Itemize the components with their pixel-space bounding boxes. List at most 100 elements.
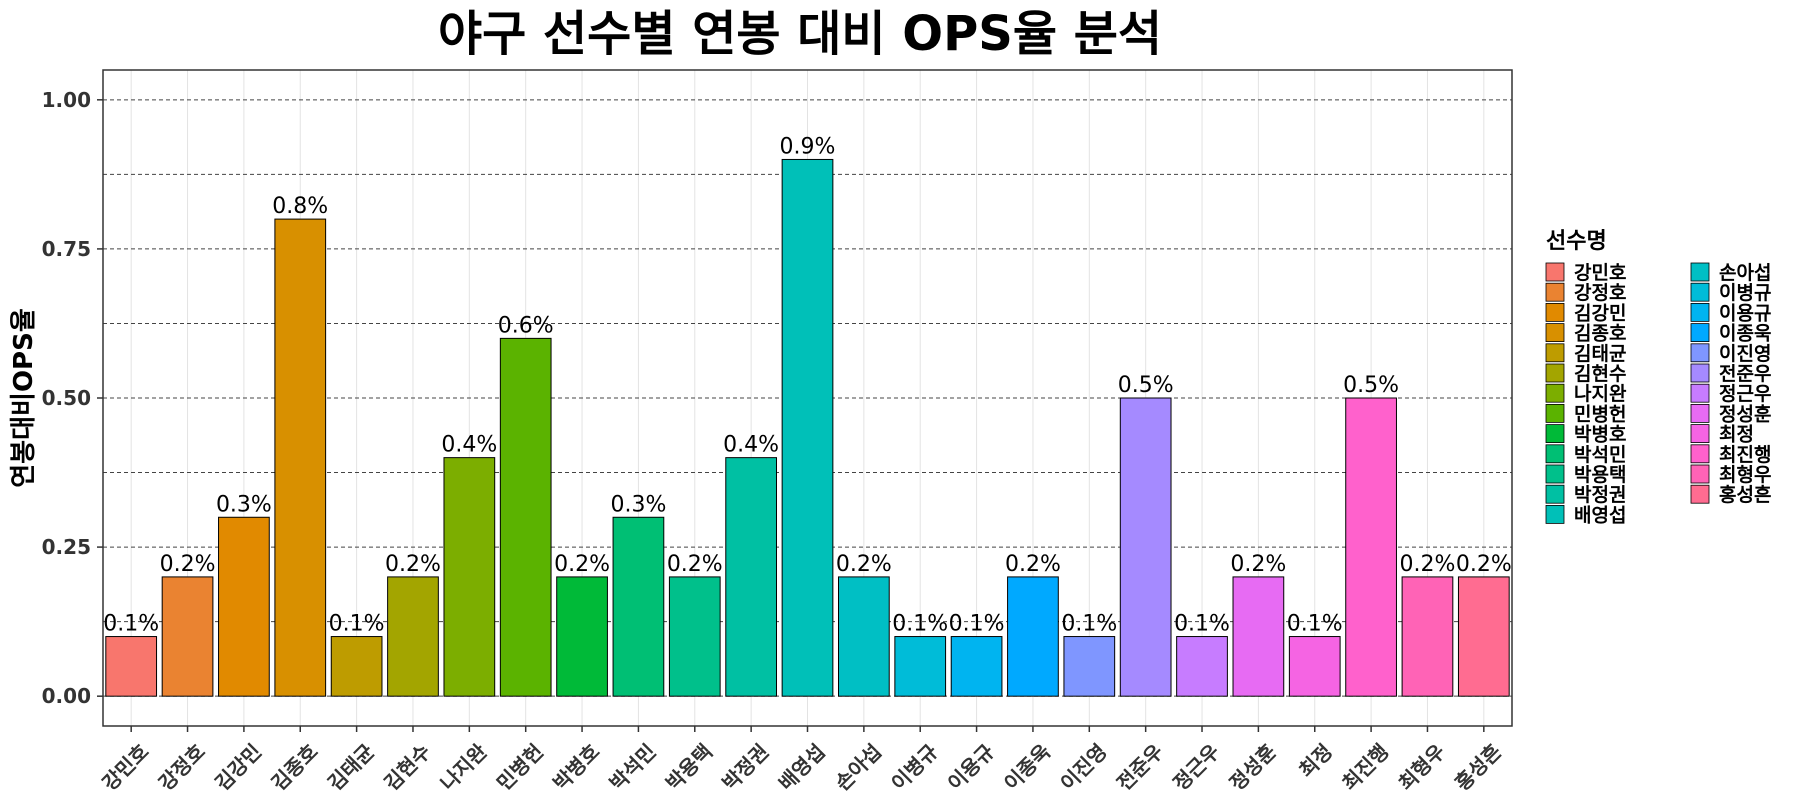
x-tick-label: 김종호 [267, 739, 323, 795]
y-tick-label: 1.00 [42, 88, 91, 112]
legend-label: 홍성흔 [1719, 483, 1771, 506]
legend-label: 이용규 [1719, 302, 1771, 324]
x-tick-label: 박용택 [661, 739, 717, 795]
bar [387, 576, 439, 697]
legend-key [1545, 504, 1565, 524]
data-label: 0.2% [667, 552, 723, 577]
bar [556, 576, 608, 697]
legend-key [1690, 363, 1710, 383]
legend-label: 박정권 [1574, 484, 1626, 506]
x-tick-label: 박정권 [717, 739, 773, 795]
data-label: 0.1% [1287, 612, 1343, 637]
data-label: 0.3% [216, 492, 272, 517]
legend-key [1545, 282, 1565, 302]
y-tick-label: 0.50 [42, 386, 91, 410]
x-tick-label: 김태균 [323, 739, 379, 795]
bar [218, 516, 270, 697]
y-tick-label: 0.00 [42, 684, 91, 708]
legend-label: 김태균 [1574, 343, 1626, 365]
legend-label: 손아섭 [1719, 262, 1771, 284]
x-tick-label: 강정호 [154, 739, 210, 795]
legend-key [1545, 302, 1565, 322]
bar [443, 457, 496, 697]
legend-label: 전준우 [1719, 363, 1771, 385]
data-label: 0.1% [103, 612, 159, 637]
legend-label: 박병호 [1574, 424, 1626, 446]
legend-label: 정성훈 [1719, 402, 1771, 425]
x-tick-label: 이종욱 [999, 739, 1055, 795]
bar [668, 576, 721, 697]
legend-key [1690, 262, 1710, 282]
legend-label: 민병헌 [1574, 403, 1626, 425]
bar [612, 516, 665, 697]
x-tick-label: 이진영 [1056, 739, 1112, 795]
bars [105, 158, 1510, 697]
x-tick-label: 김강민 [210, 739, 266, 795]
legend-label: 이진영 [1719, 343, 1771, 365]
legend-key [1545, 383, 1565, 403]
legend-key [1690, 464, 1710, 484]
bar [894, 636, 947, 697]
bar [330, 636, 383, 697]
chart-title: 야구 선수별 연봉 대비 OPS율 분석 [438, 6, 1162, 62]
bar [161, 576, 214, 697]
legend-key [1545, 323, 1565, 343]
x-tick-label: 정성훈 [1225, 739, 1281, 795]
legend-key [1545, 363, 1565, 383]
legend-label: 김현수 [1574, 363, 1626, 385]
x-tick-label: 강민호 [97, 739, 153, 795]
x-tick-label: 김현수 [379, 739, 435, 795]
bar [1232, 576, 1285, 697]
bar [1007, 576, 1059, 697]
x-tick-label: 나지완 [436, 739, 492, 795]
legend-key [1690, 383, 1710, 403]
bar [1345, 397, 1397, 697]
legend-key [1690, 484, 1710, 504]
data-label: 0.4% [723, 433, 779, 458]
data-label: 0.3% [610, 492, 666, 517]
data-label: 0.1% [1174, 612, 1230, 637]
legend-key [1545, 343, 1565, 363]
x-tick-label: 정근우 [1168, 739, 1224, 795]
legend-key [1690, 403, 1710, 423]
legend-key [1690, 302, 1710, 322]
x-tick-label: 최정 [1294, 739, 1337, 782]
data-label: 0.2% [160, 552, 216, 577]
data-label: 0.4% [441, 433, 497, 458]
data-label: 0.1% [329, 612, 385, 637]
bar [1457, 576, 1510, 697]
x-tick-label: 이병규 [887, 739, 943, 795]
legend-key [1690, 424, 1710, 444]
data-label: 0.2% [1456, 552, 1512, 577]
data-label: 0.2% [836, 552, 892, 577]
x-tick-label: 전준우 [1112, 739, 1168, 795]
bar [950, 636, 1003, 697]
data-label: 0.2% [554, 552, 610, 577]
legend-key [1690, 343, 1710, 363]
data-label: 0.2% [1230, 552, 1286, 577]
x-tick-label: 이용규 [943, 739, 999, 795]
x-axis: 강민호 강정호 김강민 김종호 김태균 김현수 나지완 민병헌 박병호 박석민 박용택 박정권 배영섭 손… [97, 726, 1506, 795]
legend-key [1545, 444, 1565, 464]
legend-label: 최정 [1719, 424, 1754, 446]
x-tick-label: 홍성흔 [1450, 739, 1506, 795]
legend-label: 나지완 [1574, 383, 1627, 405]
x-tick-label: 최형우 [1394, 739, 1450, 795]
legend-label: 강민호 [1574, 262, 1626, 284]
legend-key [1690, 444, 1710, 464]
legend-key [1545, 403, 1565, 423]
data-label: 0.1% [1061, 612, 1117, 637]
legend-label: 이병규 [1719, 282, 1771, 304]
bar [499, 337, 552, 697]
legend-label: 강정호 [1574, 282, 1626, 304]
legend-label: 최형우 [1719, 464, 1771, 486]
legend-key [1545, 262, 1565, 282]
bar [1288, 636, 1341, 697]
legend-key [1690, 282, 1710, 302]
legend-label: 최진행 [1719, 444, 1771, 466]
bar [274, 218, 327, 697]
data-label: 0.1% [892, 612, 948, 637]
bar [1176, 636, 1228, 697]
